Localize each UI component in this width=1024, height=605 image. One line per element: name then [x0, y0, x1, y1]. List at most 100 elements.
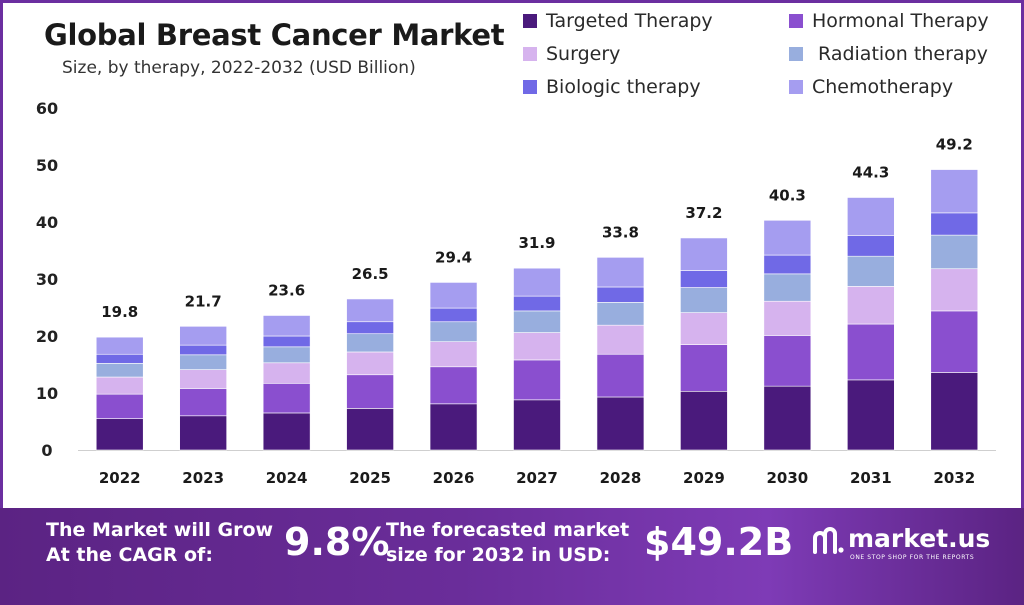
bar-segment: [513, 267, 561, 297]
y-tick-label: 50: [36, 156, 58, 175]
bar-segment: [847, 323, 895, 381]
legend-swatch: [789, 80, 803, 94]
x-tick-label: 2028: [600, 469, 642, 487]
bar-segment: [847, 255, 895, 287]
bar-total-label: 26.5: [352, 265, 389, 283]
legend-label: Biologic therapy: [546, 76, 701, 98]
bar-segment: [179, 326, 227, 346]
legend-label: Chemotherapy: [812, 76, 954, 98]
bar-total-label: 29.4: [435, 248, 472, 266]
bar-segment: [346, 408, 394, 451]
bar-segment: [179, 415, 227, 451]
bar-segment: [680, 287, 728, 313]
bar-segment: [680, 237, 728, 271]
y-tick-label: 30: [36, 270, 58, 289]
legend-swatch: [789, 47, 803, 61]
bar-segment: [763, 335, 812, 387]
x-tick-label: 2030: [766, 469, 808, 487]
bar-segment: [429, 366, 478, 405]
bar-segment: [847, 235, 895, 257]
bar-segment: [513, 332, 561, 361]
bar-segment: [930, 169, 979, 214]
brand-logo: market.us ONE STOP SHOP FOR THE REPORTS: [812, 524, 1002, 564]
legend-swatch: [523, 80, 537, 94]
bar-segment: [346, 374, 394, 409]
y-tick-label: 40: [36, 213, 58, 232]
bar-segment: [930, 234, 979, 270]
x-tick-label: 2027: [516, 469, 558, 487]
bar-segment: [429, 403, 478, 451]
bar-segment: [346, 333, 394, 353]
bar-total-label: 23.6: [268, 281, 305, 299]
cagr-value: 9.8%: [284, 520, 390, 564]
bar-segment: [680, 390, 728, 451]
bar-segment: [596, 353, 645, 398]
x-tick-label: 2026: [433, 469, 475, 487]
bar-segment: [596, 396, 645, 451]
legend-label: Surgery: [546, 43, 621, 65]
legend-item-surgery: Surgery: [523, 43, 620, 65]
y-tick-label: 0: [41, 441, 52, 460]
bar-segment: [513, 359, 561, 401]
x-tick-label: 2029: [683, 469, 725, 487]
bar-segment: [262, 315, 311, 337]
x-tick-label: 2032: [933, 469, 975, 487]
x-tick-label: 2024: [266, 469, 308, 487]
bar-segment: [429, 321, 478, 343]
bar-segment: [680, 270, 728, 288]
bar-segment: [763, 273, 812, 302]
bar-segment: [930, 372, 979, 451]
legend-swatch: [789, 14, 803, 28]
bar-segment: [513, 310, 561, 333]
bar-segment: [262, 412, 311, 451]
bar-segment: [847, 286, 895, 325]
x-tick-label: 2025: [349, 469, 391, 487]
brand-name: market.us: [848, 524, 991, 553]
bar-total-label: 49.2: [936, 136, 973, 154]
legend-item-chemotherapy: Chemotherapy: [789, 76, 953, 98]
y-tick-label: 60: [36, 99, 58, 118]
brand-tagline: ONE STOP SHOP FOR THE REPORTS: [850, 554, 975, 561]
x-tick-label: 2022: [99, 469, 141, 487]
footer-banner: [0, 508, 1024, 605]
bar-segment: [346, 298, 394, 323]
bar-segment: [596, 324, 645, 355]
bar-segment: [346, 351, 394, 376]
bar-segment: [596, 286, 645, 303]
legend-item-radiation-therapy: Radiation therapy: [789, 43, 988, 65]
bar-segment: [179, 388, 227, 417]
chart-title: Global Breast Cancer Market: [44, 18, 505, 52]
bar-segment: [95, 376, 144, 395]
bar-segment: [346, 321, 394, 335]
bar-segment: [763, 300, 812, 336]
y-tick-label: 20: [36, 327, 58, 346]
brand-icon: [813, 527, 844, 554]
bar-segment: [179, 354, 227, 370]
bar-segment: [95, 363, 144, 378]
bar-segment: [262, 335, 311, 348]
bar-total-label: 21.7: [185, 292, 222, 310]
bar-segment: [847, 379, 895, 451]
bar-segment: [680, 312, 728, 345]
bar-segment: [930, 268, 979, 312]
bar-total-label: 33.8: [602, 223, 639, 241]
bar-segment: [429, 307, 478, 323]
bar-segment: [763, 254, 812, 275]
bar-segment: [596, 257, 645, 288]
bar-total-label: 44.3: [852, 163, 889, 181]
x-tick-label: 2031: [850, 469, 892, 487]
bar-segment: [763, 219, 812, 256]
bar-segment: [429, 282, 478, 309]
bar-segment: [95, 418, 144, 451]
bar-segment: [847, 197, 895, 236]
legend-label: Radiation therapy: [812, 43, 988, 65]
bar-segment: [930, 212, 979, 236]
x-tick-label: 2023: [182, 469, 224, 487]
chart-subtitle: Size, by therapy, 2022-2032 (USD Billion…: [62, 58, 416, 78]
bar-segment: [513, 399, 561, 451]
bar-total-label: 19.8: [101, 303, 138, 321]
bar-segment: [179, 369, 227, 389]
bar-total-label: 31.9: [518, 234, 555, 252]
bar-segment: [179, 344, 227, 356]
legend-item-targeted-therapy: Targeted Therapy: [523, 10, 713, 32]
